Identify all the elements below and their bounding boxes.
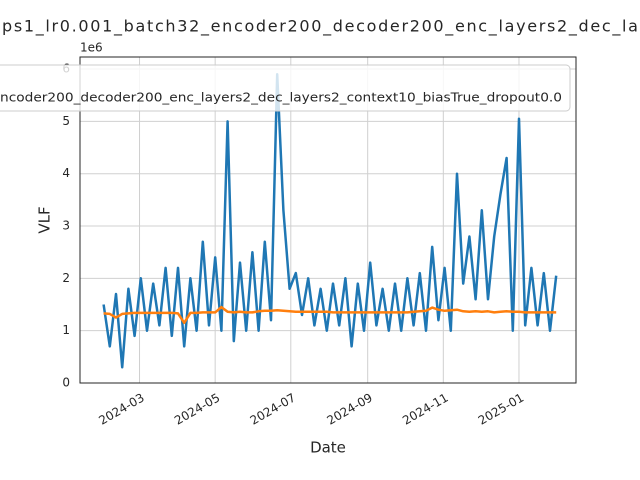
x-tick-label: 2024-11 bbox=[400, 391, 450, 428]
data-line bbox=[103, 305, 557, 325]
y-offset-label: 1e6 bbox=[80, 41, 103, 55]
chart-title: ps1_lr0.001_batch32_encoder200_decoder20… bbox=[2, 17, 638, 37]
legend-label: ncoder200_decoder200_enc_layers2_dec_lay… bbox=[0, 91, 562, 105]
legend: ncoder200_decoder200_enc_layers2_dec_lay… bbox=[0, 64, 571, 112]
y-tick-label: 3 bbox=[62, 219, 70, 233]
x-tick-label: 2024-05 bbox=[172, 391, 222, 428]
legend-box bbox=[0, 64, 571, 112]
y-tick-label: 5 bbox=[62, 114, 70, 128]
y-tick-label: 0 bbox=[62, 376, 70, 390]
x-tick-label: 2024-09 bbox=[325, 391, 375, 428]
axes-frame bbox=[79, 56, 577, 384]
x-tick-label: 2024-03 bbox=[96, 391, 146, 428]
x-axis-label: Date bbox=[310, 439, 346, 457]
x-tick-label: 2025-01 bbox=[476, 391, 526, 428]
y-axis-label: VLF bbox=[36, 206, 54, 233]
y-tick-label: 2 bbox=[62, 271, 70, 285]
x-tick-label: 2024-07 bbox=[248, 391, 298, 428]
y-tick-label: 1 bbox=[62, 323, 70, 337]
data-line bbox=[102, 73, 558, 369]
y-tick-label: 4 bbox=[62, 166, 70, 180]
